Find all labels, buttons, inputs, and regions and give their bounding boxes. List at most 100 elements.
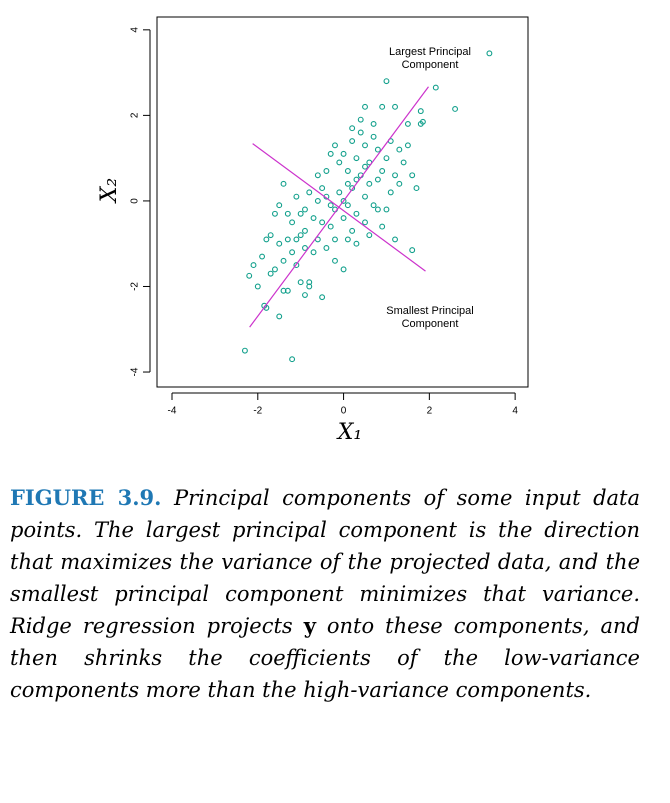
data-point bbox=[344, 180, 351, 187]
data-point bbox=[327, 150, 334, 157]
data-point bbox=[340, 150, 347, 157]
data-point bbox=[263, 236, 270, 243]
y-axis-label: X₂ bbox=[97, 178, 122, 204]
data-point bbox=[310, 249, 317, 256]
data-point bbox=[344, 202, 351, 209]
data-point bbox=[297, 210, 304, 217]
data-point bbox=[293, 193, 300, 200]
data-point bbox=[353, 210, 360, 217]
data-point bbox=[267, 270, 274, 277]
annotation: Largest Principal bbox=[389, 46, 471, 58]
data-point bbox=[353, 155, 360, 162]
data-point bbox=[246, 272, 253, 279]
x-tick-label: -4 bbox=[168, 406, 177, 417]
data-point bbox=[289, 249, 296, 256]
data-point bbox=[349, 125, 356, 132]
data-point bbox=[486, 50, 493, 57]
data-point bbox=[280, 287, 287, 294]
y-tick-label: -4 bbox=[130, 367, 141, 376]
data-point bbox=[362, 103, 368, 110]
data-point bbox=[353, 240, 360, 247]
data-point bbox=[370, 120, 377, 127]
data-point bbox=[289, 356, 296, 363]
data-point bbox=[297, 232, 304, 239]
data-point bbox=[302, 227, 308, 234]
data-point bbox=[362, 142, 368, 149]
data-point bbox=[417, 108, 424, 115]
data-point bbox=[392, 236, 398, 243]
data-point bbox=[396, 146, 403, 153]
data-point bbox=[396, 180, 403, 187]
x-axis-label: X₁ bbox=[336, 420, 362, 445]
data-point bbox=[392, 103, 398, 110]
data-point bbox=[254, 283, 261, 290]
data-point bbox=[387, 189, 394, 196]
data-point bbox=[344, 168, 351, 174]
data-point bbox=[366, 232, 373, 239]
data-point bbox=[267, 232, 274, 239]
data-point bbox=[349, 185, 356, 192]
data-point bbox=[413, 185, 420, 192]
data-point bbox=[319, 185, 326, 192]
data-point bbox=[259, 253, 266, 260]
data-point bbox=[400, 159, 407, 166]
data-point bbox=[332, 257, 338, 264]
data-point bbox=[340, 266, 347, 273]
data-point bbox=[302, 206, 308, 213]
data-point bbox=[250, 262, 257, 269]
caption: FIGURE 3.9. Principal components of some… bbox=[10, 482, 640, 706]
data-point bbox=[319, 294, 326, 301]
annotation: Component bbox=[402, 318, 459, 330]
data-point bbox=[336, 159, 343, 166]
data-point bbox=[362, 219, 368, 226]
data-point bbox=[409, 247, 416, 254]
data-point bbox=[383, 206, 390, 213]
plot-frame bbox=[156, 16, 529, 388]
y-tick-label: 0 bbox=[130, 198, 141, 204]
data-point bbox=[336, 189, 343, 196]
data-point bbox=[357, 129, 364, 136]
x-tick-label: 4 bbox=[512, 406, 518, 417]
data-point bbox=[452, 106, 459, 112]
data-point bbox=[374, 206, 381, 213]
data-point bbox=[332, 142, 338, 149]
data-point bbox=[404, 142, 411, 149]
data-point bbox=[404, 120, 411, 127]
y-tick-label: 4 bbox=[130, 27, 141, 33]
data-point bbox=[349, 227, 356, 234]
data-point bbox=[362, 193, 368, 200]
data-point bbox=[280, 257, 287, 264]
data-point bbox=[276, 313, 283, 320]
data-point bbox=[383, 155, 390, 162]
data-point bbox=[379, 103, 386, 110]
data-point bbox=[374, 146, 381, 153]
data-point bbox=[293, 236, 300, 243]
data-point bbox=[271, 210, 278, 217]
data-point bbox=[284, 236, 291, 243]
data-point bbox=[349, 138, 356, 144]
data-point bbox=[310, 215, 317, 221]
data-point bbox=[280, 180, 287, 187]
y-tick-label: -2 bbox=[130, 282, 141, 291]
data-point bbox=[314, 172, 321, 179]
data-point bbox=[293, 262, 300, 269]
data-point bbox=[419, 118, 426, 125]
data-point bbox=[284, 210, 291, 217]
data-point bbox=[374, 176, 381, 183]
caption-symbol: y bbox=[303, 613, 316, 638]
data-point bbox=[327, 223, 334, 230]
data-point bbox=[357, 116, 364, 123]
data-point bbox=[432, 84, 439, 91]
x-tick-label: 0 bbox=[341, 406, 347, 417]
data-point bbox=[306, 189, 313, 196]
component-line bbox=[252, 143, 426, 272]
data-point bbox=[323, 245, 330, 251]
data-point bbox=[289, 219, 296, 226]
data-point bbox=[302, 292, 308, 298]
data-point bbox=[379, 168, 386, 174]
data-point bbox=[370, 202, 377, 209]
data-point bbox=[340, 197, 347, 204]
data-point bbox=[379, 223, 386, 230]
data-point bbox=[241, 347, 248, 354]
